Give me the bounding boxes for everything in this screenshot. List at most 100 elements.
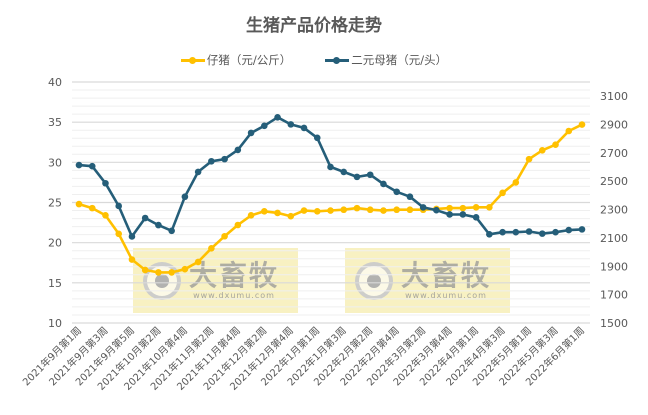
- data-point[interactable]: [181, 265, 189, 273]
- data-point[interactable]: [446, 211, 453, 218]
- y-right-tick-label: 1700: [600, 289, 628, 302]
- data-point[interactable]: [459, 204, 467, 212]
- y-left-tick-label: 25: [48, 197, 62, 210]
- data-point[interactable]: [340, 206, 348, 214]
- data-point[interactable]: [578, 121, 586, 128]
- data-point[interactable]: [499, 189, 506, 197]
- data-point[interactable]: [247, 212, 255, 219]
- data-point[interactable]: [300, 124, 308, 132]
- data-point[interactable]: [578, 226, 586, 233]
- data-point[interactable]: [75, 200, 83, 208]
- y-left-tick-label: 10: [48, 317, 62, 330]
- y-right-tick-label: 2300: [600, 204, 628, 217]
- data-point[interactable]: [366, 171, 374, 179]
- data-point[interactable]: [168, 269, 175, 276]
- y-left-tick-label: 30: [48, 156, 62, 169]
- data-point[interactable]: [194, 258, 202, 266]
- data-point[interactable]: [512, 179, 520, 186]
- data-point[interactable]: [340, 168, 348, 176]
- data-point[interactable]: [221, 232, 228, 240]
- data-point[interactable]: [208, 244, 215, 252]
- data-point[interactable]: [552, 228, 559, 236]
- data-point[interactable]: [155, 269, 162, 276]
- y-left-tick-label: 20: [48, 237, 62, 250]
- legend-line-marker-icon: [180, 55, 205, 65]
- y-right-tick-label: 2100: [600, 232, 628, 245]
- data-point[interactable]: [75, 161, 83, 169]
- data-point[interactable]: [274, 209, 281, 217]
- data-point[interactable]: [247, 129, 255, 137]
- data-point[interactable]: [327, 207, 334, 214]
- data-point[interactable]: [353, 173, 361, 181]
- data-point[interactable]: [221, 155, 228, 163]
- legend-item-sow[interactable]: 二元母猪（元/头）: [325, 52, 447, 68]
- data-point[interactable]: [393, 188, 400, 196]
- legend: 仔猪（元/公斤） 二元母猪（元/头）: [0, 52, 628, 68]
- data-point[interactable]: [313, 134, 321, 142]
- legend-label: 仔猪（元/公斤）: [206, 53, 292, 67]
- data-point[interactable]: [353, 204, 361, 212]
- data-point[interactable]: [234, 221, 242, 229]
- data-point[interactable]: [88, 204, 96, 212]
- data-point[interactable]: [128, 256, 136, 263]
- data-point[interactable]: [300, 207, 308, 214]
- watermark: 大畜牧 www.dxumu.com: [345, 248, 510, 313]
- data-point[interactable]: [406, 193, 414, 201]
- data-point[interactable]: [406, 206, 414, 214]
- data-point[interactable]: [274, 113, 281, 121]
- data-point[interactable]: [208, 157, 215, 165]
- data-point[interactable]: [261, 208, 268, 215]
- y-left-tick-label: 15: [48, 277, 62, 290]
- data-point[interactable]: [181, 193, 189, 201]
- data-point[interactable]: [287, 121, 295, 128]
- data-point[interactable]: [512, 228, 520, 236]
- data-point[interactable]: [486, 204, 493, 211]
- legend-line-marker-icon: [325, 55, 350, 65]
- data-point[interactable]: [128, 233, 136, 240]
- data-point[interactable]: [155, 221, 162, 229]
- data-point[interactable]: [313, 208, 321, 215]
- data-point[interactable]: [102, 179, 109, 187]
- data-point[interactable]: [261, 122, 268, 130]
- watermark-url: www.dxumu.com: [405, 291, 487, 300]
- data-point[interactable]: [525, 228, 533, 235]
- data-point[interactable]: [565, 226, 573, 234]
- data-point[interactable]: [327, 163, 334, 171]
- data-point[interactable]: [433, 206, 440, 214]
- data-point[interactable]: [499, 228, 506, 236]
- data-point[interactable]: [472, 204, 480, 211]
- data-point[interactable]: [486, 231, 493, 238]
- y-right-tick-label: 2500: [600, 175, 628, 188]
- data-point[interactable]: [552, 141, 559, 148]
- y-right-tick-label: 2700: [600, 147, 628, 160]
- data-point[interactable]: [141, 214, 149, 222]
- data-point[interactable]: [88, 162, 96, 170]
- legend-item-piglet[interactable]: 仔猪（元/公斤）: [180, 52, 292, 68]
- y-left-tick-label: 40: [48, 76, 62, 89]
- data-point[interactable]: [459, 211, 467, 218]
- watermark-logo-icon: [143, 261, 181, 300]
- data-point[interactable]: [115, 202, 123, 210]
- data-point[interactable]: [194, 168, 202, 176]
- data-point[interactable]: [393, 206, 400, 214]
- data-point[interactable]: [565, 127, 573, 135]
- series-piglet: [75, 121, 586, 276]
- data-point[interactable]: [538, 146, 546, 154]
- data-point[interactable]: [115, 230, 123, 238]
- data-point[interactable]: [380, 207, 387, 214]
- data-point[interactable]: [366, 206, 374, 214]
- data-point[interactable]: [525, 155, 533, 163]
- data-point[interactable]: [446, 204, 453, 212]
- data-point[interactable]: [234, 146, 242, 154]
- data-point[interactable]: [419, 204, 427, 211]
- data-point[interactable]: [380, 180, 387, 188]
- data-point[interactable]: [168, 227, 175, 235]
- data-point[interactable]: [141, 266, 149, 274]
- data-point[interactable]: [102, 212, 109, 219]
- y-right-tick-label: 1500: [600, 317, 628, 330]
- chart-title: 生猪产品价格走势: [246, 16, 382, 36]
- data-point[interactable]: [472, 214, 480, 221]
- data-point[interactable]: [538, 230, 546, 237]
- data-point[interactable]: [287, 212, 295, 220]
